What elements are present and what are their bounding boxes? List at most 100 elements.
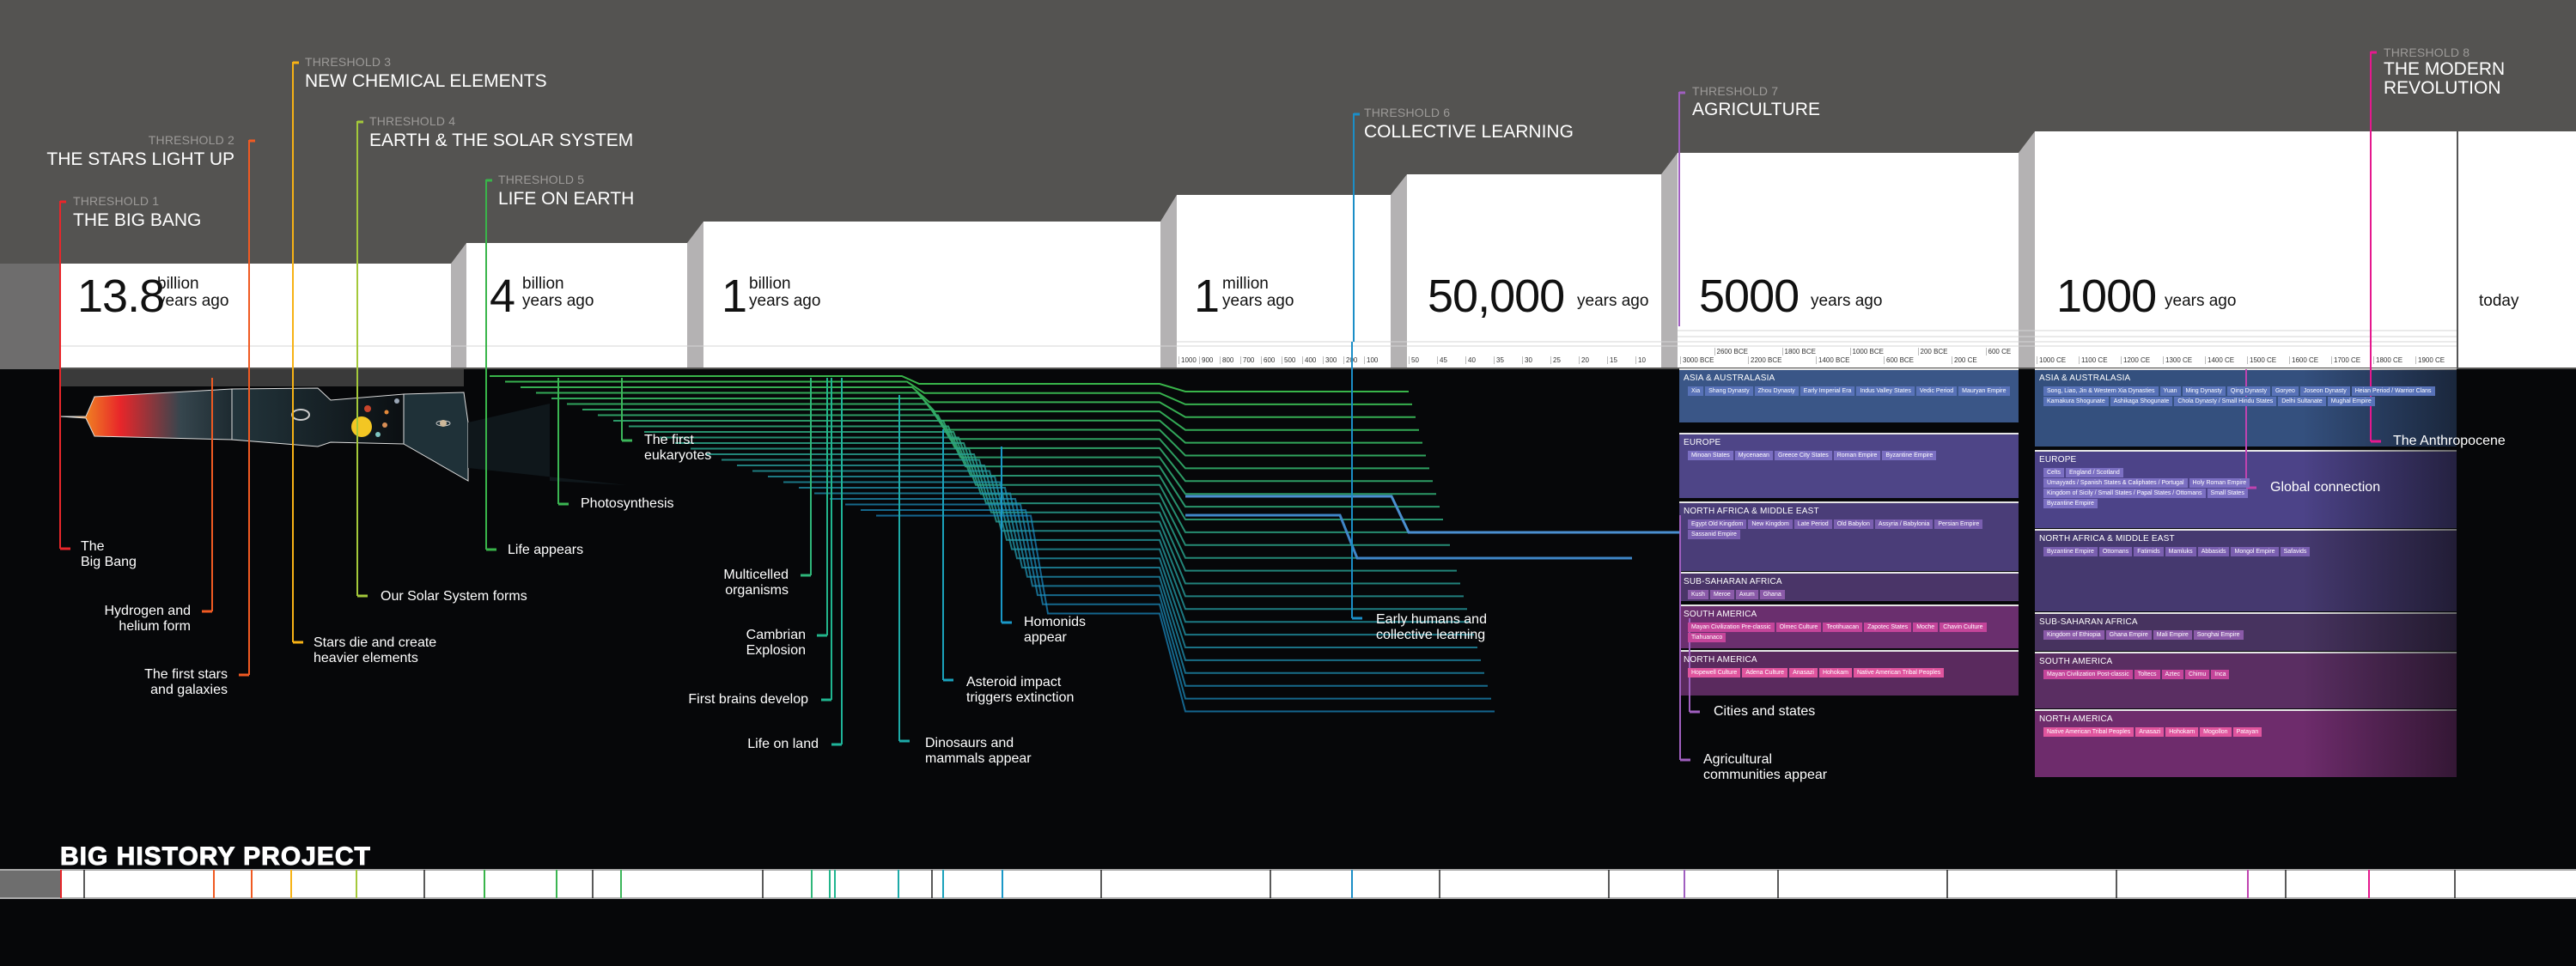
region-label: SOUTH AMERICA [1684, 610, 1757, 619]
region-band: Hopewell Culture [1688, 668, 1741, 677]
evolution-branch [830, 498, 1484, 674]
event-label-line: helium form [119, 619, 191, 634]
region-band: Mamluks [2165, 547, 2196, 556]
event-label: Multicelled organisms [723, 568, 789, 598]
time-unit-5000: years ago [1811, 292, 1883, 310]
event-label-line: mammals appear [925, 751, 1032, 766]
region-band-group: Byzantine Empire Ottomans Fatimids Mamluks A… [2043, 547, 2448, 556]
project-logo-title: BIG HISTORY PROJECT [60, 842, 371, 871]
threshold-4-label: THRESHOLD 4 [369, 114, 456, 128]
region-band: Old Babylon [1833, 519, 1873, 529]
evolution-branch [814, 492, 1481, 661]
tick-label-million: 600 [1261, 356, 1275, 364]
tick-label-bce: 3000 BCE [1680, 356, 1714, 364]
event-label-line: Early humans and [1376, 612, 1487, 627]
evolution-branch [551, 398, 1422, 444]
region-label: EUROPE [1684, 438, 1721, 447]
event-label-line: Multicelled [723, 568, 789, 582]
time-unit-1-million: million years ago [1222, 276, 1294, 310]
tick-label-million: 800 [1220, 356, 1233, 364]
tick-label-million: 500 [1282, 356, 1295, 364]
tick-label-thousands: 50 [1409, 356, 1419, 364]
evolution-branch [722, 459, 1460, 585]
region-band: Chimu [2185, 670, 2210, 679]
threshold-4-title: EARTH & THE SOLAR SYSTEM [369, 131, 634, 150]
region-band: Joseon Dynasty [2299, 386, 2350, 396]
region-band-group: Minoan States Mycenaean Greece City States… [1688, 451, 2010, 460]
time-number-13-8-billion: 13.8 [77, 270, 165, 322]
region-band: Anasazi [2135, 727, 2165, 737]
region-label: ASIA & AUSTRALASIA [1684, 374, 1775, 383]
region-band: Native American Tribal Peoples [1853, 668, 1945, 677]
time-number-5000: 5000 [1699, 270, 1800, 322]
event-label: Global connection [2270, 480, 2380, 495]
event-label: Early humans and collective learning [1376, 612, 1487, 643]
region-band: Zapotec States [1864, 623, 1912, 632]
region-band-group: Mayan Civilization Post-classic Toltecs Az… [2043, 670, 2448, 679]
tick-label-million: 400 [1302, 356, 1316, 364]
event-label-line: organisms [725, 583, 789, 598]
region-band: Safavids [2280, 547, 2311, 556]
evolution-branch [490, 375, 1409, 392]
region-band: Minoan States [1688, 451, 1733, 460]
region-band: New Kingdom [1748, 519, 1793, 529]
region-band: Axum [1735, 590, 1758, 599]
region-band: Goryeo [2271, 386, 2299, 396]
tick-label-ce: 1800 CE [2373, 356, 2402, 364]
event-label-line: Explosion [746, 643, 806, 658]
region-band: Delhi Sultanate [2278, 397, 2326, 406]
region-band: Aztec [2161, 670, 2184, 679]
region-band: Roman Empire [1833, 451, 1881, 460]
region-band: Kush [1688, 590, 1708, 599]
region-label: ASIA & AUSTRALASIA [2039, 374, 2131, 383]
time-unit-50000: years ago [1577, 292, 1649, 310]
tick-label-bce: 1000 BCE [1849, 348, 1884, 355]
tick-label-thousands: 15 [1607, 356, 1617, 364]
threshold-3-title: NEW CHEMICAL ELEMENTS [305, 71, 547, 91]
event-label-line: Cities and states [1714, 704, 1816, 719]
evolution-branch [799, 487, 1477, 648]
evolution-branch [521, 386, 1416, 418]
event-label: Asteroid impact triggers extinction [966, 675, 1074, 706]
unit-line: million [1222, 275, 1269, 293]
region-band: Kamakura Shogunate [2043, 397, 2109, 406]
region-band: Late Period [1793, 519, 1832, 529]
tick-label-million: 700 [1240, 356, 1254, 364]
tick-label-bce: 2200 BCE [1748, 356, 1781, 364]
unit-line: billion [749, 275, 791, 293]
region-band: Umayyads / Spanish States & Caliphates /… [2043, 478, 2188, 488]
region-band: Mayan Civilization Post-classic [2043, 670, 2133, 679]
tick-label-bce: 600 CE [1985, 348, 2011, 355]
region-band: Xia [1688, 386, 1704, 396]
event-label-line: Agricultural [1703, 752, 1773, 767]
tick-label-bce: 200 BCE [1917, 348, 1948, 355]
event-label: The first stars and galaxies [144, 667, 228, 698]
event-label-line: Our Solar System forms [381, 589, 527, 604]
tick-label-bce: 1400 BCE [1816, 356, 1849, 364]
event-label-line: Cambrian [746, 628, 806, 642]
region-band-group: Song, Liao, Jin & Western Xia Dynasties Y… [2043, 386, 2448, 406]
region-band: Egypt Old Kingdom [1688, 519, 1747, 529]
event-label-line: The first [644, 433, 694, 447]
event-label-line: Photosynthesis [581, 496, 674, 511]
threshold-8-title: THE MODERN REVOLUTION [2384, 60, 2505, 98]
region-band: Moche [1913, 623, 1939, 632]
event-label-line: Stars die and create [314, 635, 437, 650]
tick-label-ce: 1700 CE [2331, 356, 2360, 364]
region-bce-background [1679, 369, 2019, 422]
region-band: Mongol Empire [2231, 547, 2279, 556]
evolution-branch [660, 436, 1446, 533]
region-label: NORTH AMERICA [2039, 714, 2113, 724]
event-label-line: communities appear [1703, 768, 1828, 782]
threshold-markers [59, 51, 2377, 365]
time-unit-1-billion: billion years ago [749, 276, 820, 310]
region-bce-background [1679, 434, 2019, 498]
region-band: Byzantine Empire [1882, 451, 1937, 460]
region-band-group: Xia Shang Dynasty Zhou Dynasty Early Imperi… [1688, 386, 2010, 396]
event-label: Hydrogen and helium form [104, 604, 191, 635]
region-band: Greece City States [1774, 451, 1832, 460]
region-band: Zhou Dynasty [1754, 386, 1799, 396]
event-label: Our Solar System forms [381, 589, 527, 605]
